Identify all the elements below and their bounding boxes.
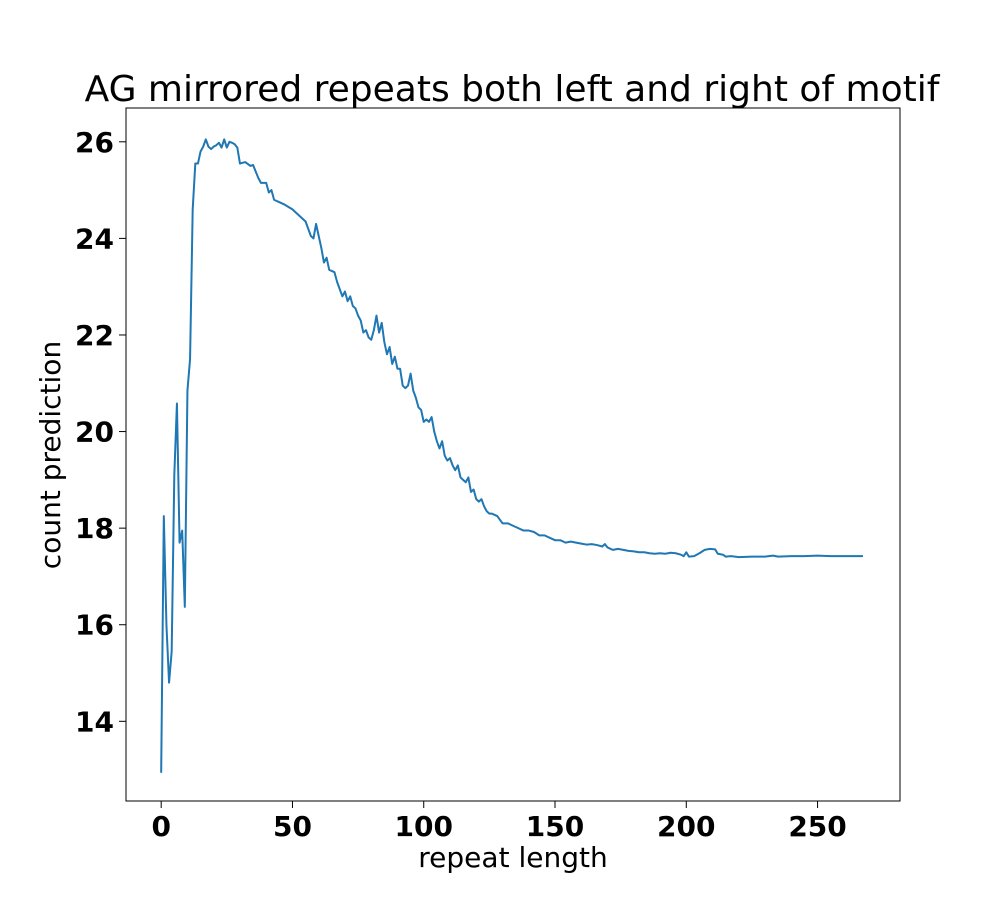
y-tick-label: 18 — [75, 512, 114, 545]
y-tick-label: 26 — [75, 126, 114, 159]
x-tick-label: 250 — [788, 810, 846, 843]
x-tick-label: 100 — [395, 810, 453, 843]
y-tick-label: 16 — [75, 609, 114, 642]
plot-area — [160, 138, 864, 774]
y-tick-label: 20 — [75, 416, 114, 449]
x-tick-label: 50 — [273, 810, 312, 843]
y-axis-label: count prediction — [34, 341, 67, 569]
series-line — [160, 138, 864, 774]
x-tick-label: 150 — [526, 810, 584, 843]
y-tick-label: 14 — [75, 705, 114, 738]
y-axis-ticks: 14 16 18 20 22 24 26 — [75, 126, 126, 738]
y-tick-label: 24 — [75, 222, 114, 255]
y-tick-label: 22 — [75, 319, 114, 352]
x-axis-ticks: 0 50 100 150 200 250 — [151, 801, 847, 843]
x-axis-label: repeat length — [418, 841, 607, 874]
x-tick-label: 0 — [151, 810, 170, 843]
axes-frame — [125, 107, 901, 802]
chart-title: AG mirrored repeats both left and right … — [85, 69, 941, 110]
x-tick-label: 200 — [657, 810, 715, 843]
